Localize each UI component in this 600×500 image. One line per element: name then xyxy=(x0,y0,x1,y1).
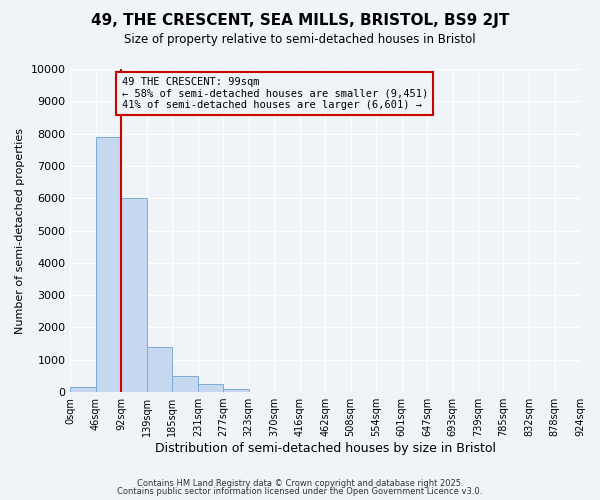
Bar xyxy=(70,387,96,392)
Bar xyxy=(147,347,172,392)
Text: 49, THE CRESCENT, SEA MILLS, BRISTOL, BS9 2JT: 49, THE CRESCENT, SEA MILLS, BRISTOL, BS… xyxy=(91,12,509,28)
Text: Contains public sector information licensed under the Open Government Licence v3: Contains public sector information licen… xyxy=(118,487,482,496)
Bar xyxy=(223,389,248,392)
X-axis label: Distribution of semi-detached houses by size in Bristol: Distribution of semi-detached houses by … xyxy=(155,442,496,455)
Bar xyxy=(96,137,121,392)
Text: Contains HM Land Registry data © Crown copyright and database right 2025.: Contains HM Land Registry data © Crown c… xyxy=(137,478,463,488)
Y-axis label: Number of semi-detached properties: Number of semi-detached properties xyxy=(15,128,25,334)
Bar xyxy=(121,198,147,392)
Text: Size of property relative to semi-detached houses in Bristol: Size of property relative to semi-detach… xyxy=(124,32,476,46)
Bar xyxy=(172,376,198,392)
Bar xyxy=(198,384,223,392)
Text: 49 THE CRESCENT: 99sqm
← 58% of semi-detached houses are smaller (9,451)
41% of : 49 THE CRESCENT: 99sqm ← 58% of semi-det… xyxy=(122,77,428,110)
